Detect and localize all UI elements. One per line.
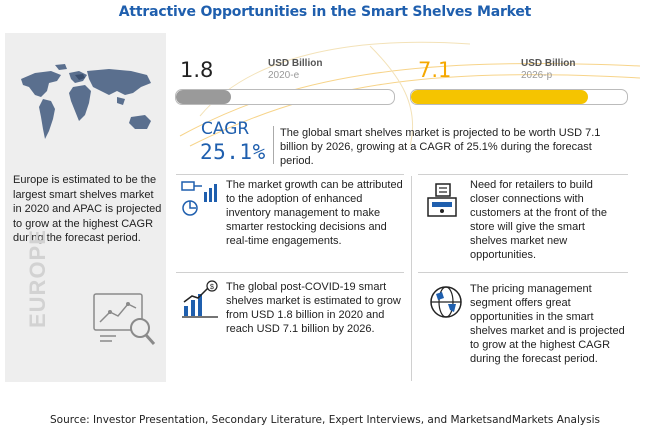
- cagr-text: The global smart shelves market is proje…: [280, 127, 601, 167]
- region-label: EUROPE: [25, 229, 50, 328]
- kpi-2020-bar: [175, 89, 395, 105]
- kpi-2026-year: 2026-p: [521, 70, 553, 81]
- insight-text: Need for retailers to build closer conne…: [470, 179, 607, 261]
- insight-text: The global post-COVID-19 smart shelves m…: [226, 281, 401, 335]
- analytics-icon: [93, 293, 156, 345]
- divider: [411, 176, 412, 381]
- divider: [418, 174, 628, 175]
- flowchart-icon: [181, 181, 217, 216]
- divider: [176, 174, 404, 175]
- kpi-2020-bar-fill: [176, 90, 231, 104]
- source-note: Source: Investor Presentation, Secondary…: [50, 414, 600, 426]
- world-map-icon: [21, 64, 151, 139]
- left-panel: Europe is estimated to be the largest sm…: [5, 33, 166, 382]
- kpi-2026-unit: USD Billion: [521, 58, 576, 69]
- divider: [176, 272, 404, 273]
- kpi-2020-unit: USD Billion: [268, 58, 323, 69]
- insight-text: The market growth can be attributed to t…: [226, 179, 403, 247]
- kpi-2026-bar: [410, 89, 628, 105]
- insight-text: The pricing management segment offers gr…: [470, 283, 625, 365]
- divider: [418, 272, 628, 273]
- growth-chart-icon: $: [182, 280, 218, 318]
- cagr-divider: [273, 126, 274, 164]
- svg-text:$: $: [210, 284, 214, 291]
- kpi-2020-year: 2020-e: [268, 70, 300, 81]
- cagr-value: 25.1%: [200, 140, 266, 164]
- cagr-label: CAGR: [201, 119, 250, 139]
- cash-register-icon: [427, 183, 457, 217]
- kpi-2026-value: 7.1: [418, 58, 452, 82]
- kpi-2020-value: 1.8: [180, 58, 214, 82]
- globe-icon: [430, 286, 462, 318]
- page-title: Attractive Opportunities in the Smart Sh…: [118, 4, 532, 20]
- left-panel-text: Europe is estimated to be the largest sm…: [13, 174, 162, 244]
- kpi-2026-bar-fill: [411, 90, 589, 104]
